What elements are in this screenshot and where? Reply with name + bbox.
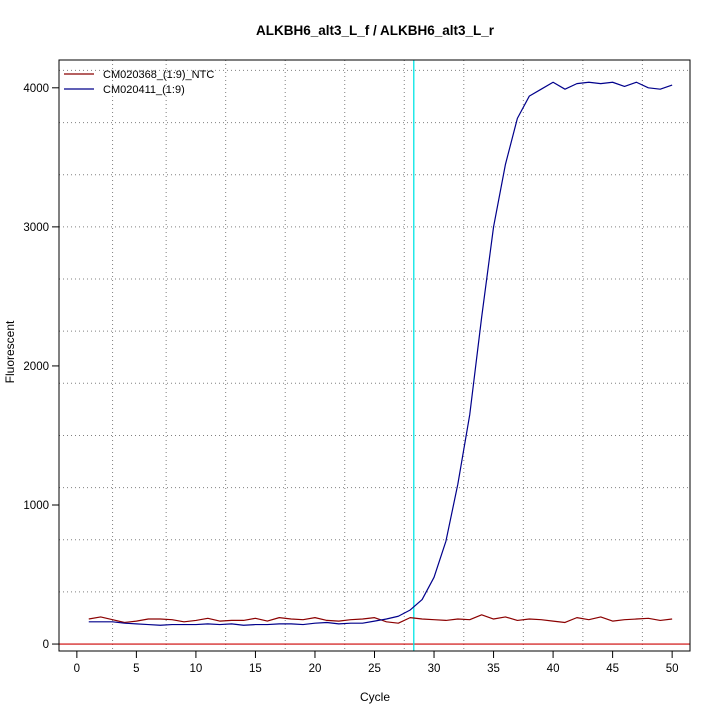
- y-axis: 0 1000 2000 3000 4000: [23, 83, 60, 651]
- x-axis: 0 5 10 15 20 25 30 35 40 45 50: [74, 650, 679, 675]
- series-layer: [88, 81, 673, 626]
- x-tick-label: 20: [309, 663, 322, 675]
- y-tick-label: 4000: [23, 83, 49, 95]
- legend-label: CM020411_(1:9): [103, 84, 185, 96]
- x-tick-label: 35: [487, 663, 500, 675]
- x-tick-label: 10: [190, 663, 203, 675]
- legend: CM020368_(1:9)_NTC CM020411_(1:9): [64, 69, 214, 96]
- y-tick-label: 1000: [23, 500, 49, 512]
- x-tick-label: 30: [428, 663, 441, 675]
- legend-label: CM020368_(1:9)_NTC: [103, 69, 214, 81]
- x-tick-label: 45: [606, 663, 619, 675]
- x-tick-label: 15: [249, 663, 262, 675]
- series-line-2: [88, 81, 673, 626]
- chart-title: ALKBH6_alt3_L_f / ALKBH6_alt3_L_r: [256, 23, 495, 38]
- y-tick-label: 2000: [23, 361, 49, 373]
- x-tick-label: 25: [368, 663, 381, 675]
- x-tick-label: 5: [133, 663, 139, 675]
- x-tick-label: 0: [74, 663, 80, 675]
- x-axis-label: Cycle: [360, 690, 390, 704]
- y-tick-label: 3000: [23, 222, 49, 234]
- x-tick-label: 40: [547, 663, 560, 675]
- grid-lines: [59, 60, 690, 651]
- y-axis-label: Fluorescent: [3, 320, 17, 383]
- x-tick-label: 50: [666, 663, 679, 675]
- y-tick-label: 0: [43, 639, 49, 651]
